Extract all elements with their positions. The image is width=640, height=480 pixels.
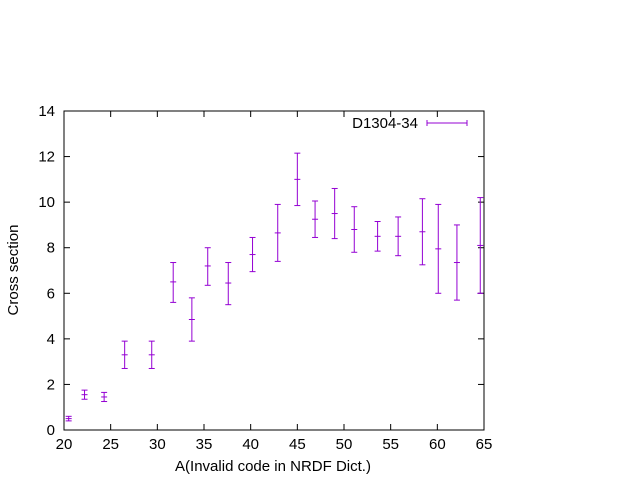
y-tick-label: 4 [47, 331, 55, 348]
x-tick-label: 25 [102, 436, 119, 453]
data-point [170, 262, 177, 303]
data-point [453, 224, 460, 301]
data-point [294, 152, 301, 207]
y-tick-label: 0 [47, 422, 55, 439]
x-tick-label: 65 [476, 436, 493, 453]
x-axis-label: A(Invalid code in NRDF Dict.) [175, 458, 371, 475]
x-tick-label: 20 [56, 436, 73, 453]
data-point [204, 247, 211, 286]
data-point [312, 200, 319, 238]
y-tick-label: 14 [38, 103, 55, 120]
y-tick-label: 8 [47, 240, 55, 257]
y-tick-label: 12 [38, 149, 55, 166]
data-point [435, 203, 442, 294]
data-point [331, 187, 338, 240]
x-tick-label: 45 [289, 436, 306, 453]
y-tick-label: 10 [38, 194, 55, 211]
data-point [249, 236, 256, 273]
data-point [188, 297, 195, 342]
y-tick-label: 6 [47, 285, 55, 302]
x-axis: 20 25 30 35 40 45 50 55 60 65 [56, 111, 493, 453]
plot-frame [63, 110, 485, 431]
x-tick-label: 30 [149, 436, 166, 453]
data-point [101, 391, 108, 403]
series-layer [65, 152, 484, 422]
data-point [65, 415, 72, 422]
data-point [374, 221, 381, 252]
data-point [121, 340, 128, 369]
data-point [225, 262, 232, 306]
y-axis: 0 2 4 6 8 10 12 14 [38, 103, 484, 439]
legend: D1304-34 [352, 115, 468, 132]
data-point [274, 203, 281, 262]
x-tick-label: 40 [242, 436, 259, 453]
data-point [477, 197, 484, 294]
x-tick-label: 35 [196, 436, 213, 453]
legend-label: D1304-34 [352, 115, 418, 132]
y-tick-label: 2 [47, 376, 55, 393]
x-tick-label: 50 [336, 436, 353, 453]
x-tick-label: 60 [429, 436, 446, 453]
data-point [351, 206, 358, 253]
data-point [419, 198, 426, 266]
y-axis-label: Cross section [5, 225, 22, 316]
data-point [81, 389, 88, 400]
data-point [148, 340, 155, 369]
data-point [395, 216, 402, 257]
x-tick-label: 55 [382, 436, 399, 453]
plot-border [63, 110, 485, 431]
